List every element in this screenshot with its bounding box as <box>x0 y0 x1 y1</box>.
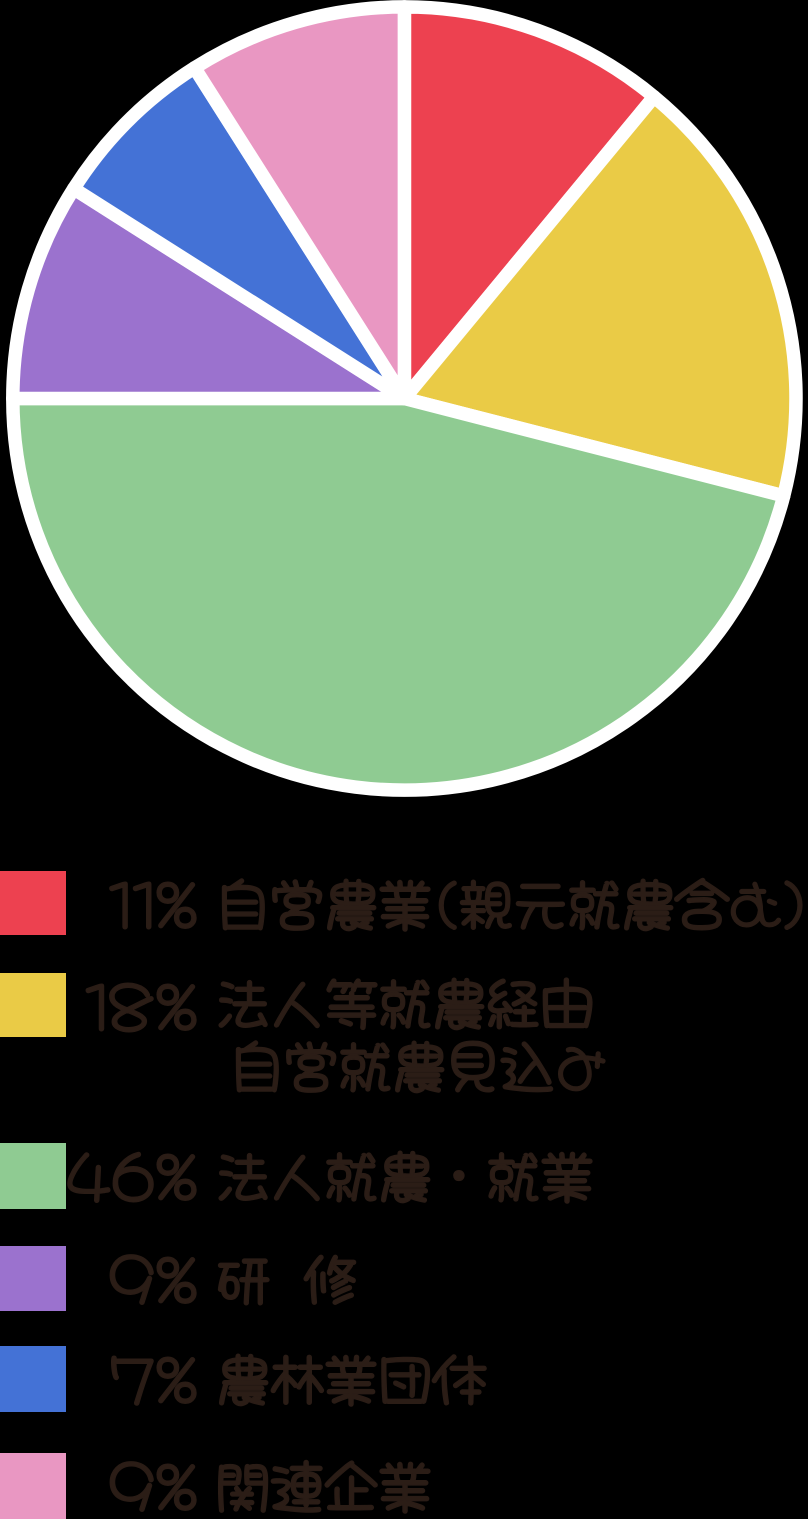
svg-text:18%: 18% <box>84 958 198 1042</box>
svg-text:農林業団体: 農林業団体 <box>216 1334 486 1413</box>
svg-text:関連企業: 関連企業 <box>216 1441 432 1519</box>
svg-text:9%: 9% <box>108 1231 198 1315</box>
svg-text:法人就農・就業: 法人就農・就業 <box>216 1131 594 1210</box>
svg-text:9%: 9% <box>108 1438 198 1519</box>
svg-text:研 修: 研 修 <box>216 1234 356 1313</box>
svg-text:自営就農見込み: 自営就農見込み <box>230 1021 608 1100</box>
svg-text:自営農業(親元就農含む): 自営農業(親元就農含む) <box>216 859 808 938</box>
svg-text:7%: 7% <box>110 1331 198 1415</box>
svg-text:46%: 46% <box>66 1128 198 1212</box>
svg-text:11%: 11% <box>108 856 198 940</box>
